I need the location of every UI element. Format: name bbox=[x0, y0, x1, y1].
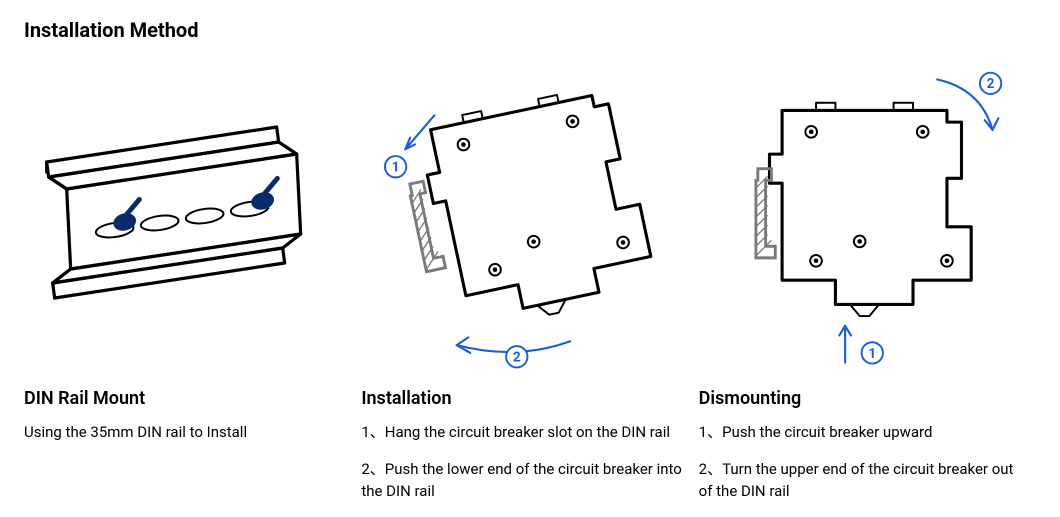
figure-dismount: 2 1 bbox=[699, 62, 1020, 382]
rail-caption: Using the 35mm DIN rail to Install bbox=[24, 421, 345, 444]
install-step1: 1、Hang the circuit breaker slot on the D… bbox=[361, 421, 682, 444]
dismount-subtitle: Dismounting bbox=[699, 388, 1020, 409]
page-title: Installation Method bbox=[24, 18, 1036, 42]
dismount-step1: 1、Push the circuit breaker upward bbox=[699, 421, 1020, 444]
dismount-step2: 2、Turn the upper end of the circuit brea… bbox=[699, 458, 1020, 503]
badge-2: 2 bbox=[513, 350, 521, 366]
rail-subtitle: DIN Rail Mount bbox=[24, 388, 345, 409]
col-install: 1 2 bbox=[361, 62, 698, 382]
badge-2b: 2 bbox=[986, 76, 994, 92]
figure-din-rail bbox=[24, 62, 345, 382]
col-dismount: 2 1 bbox=[699, 62, 1036, 382]
badge-1b: 1 bbox=[868, 346, 876, 362]
badge-1: 1 bbox=[392, 160, 400, 176]
figure-install: 1 2 bbox=[361, 62, 682, 382]
install-subtitle: Installation bbox=[361, 388, 682, 409]
install-step2: 2、Push the lower end of the circuit brea… bbox=[361, 458, 682, 503]
col-rail bbox=[24, 62, 361, 382]
diagrams-row: 1 2 bbox=[24, 62, 1036, 382]
captions-row: DIN Rail Mount Using the 35mm DIN rail t… bbox=[24, 388, 1036, 517]
